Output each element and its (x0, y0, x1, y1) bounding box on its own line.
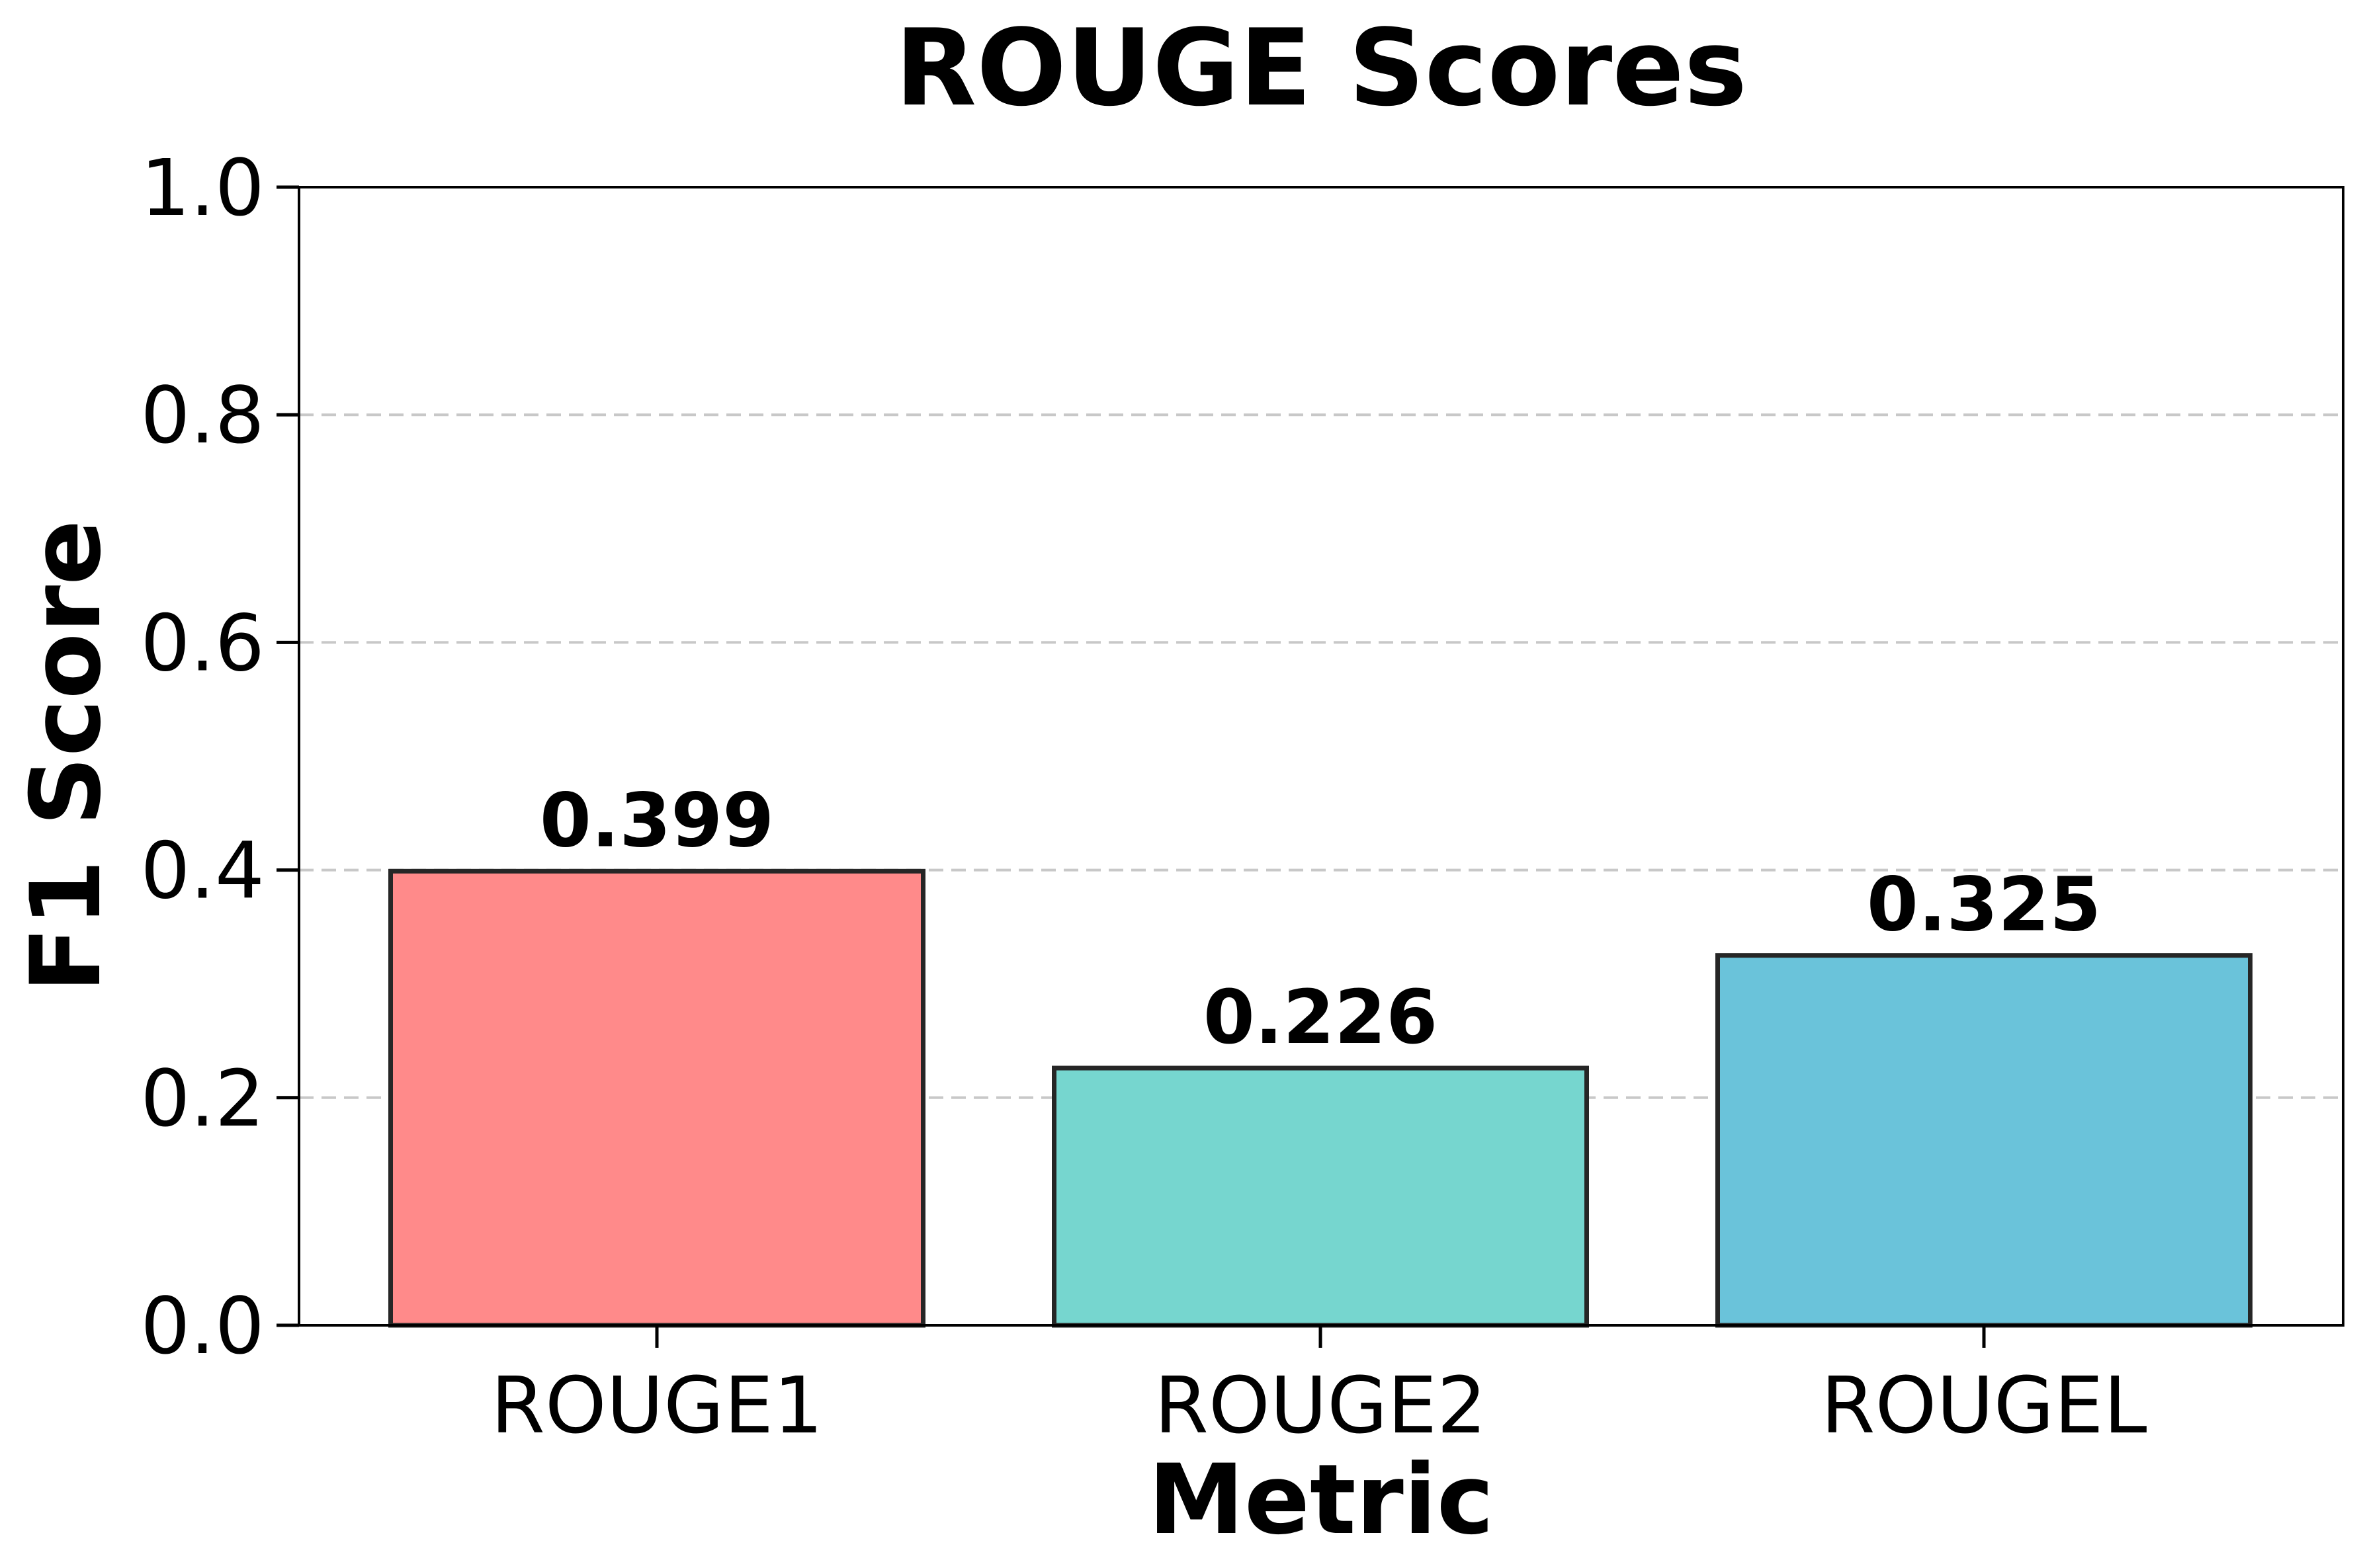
bar-rouge2 (1052, 1065, 1589, 1328)
y-tick-label: 0.2 (140, 1053, 265, 1144)
x-axis-ticks: ROUGE1 ROUGE2 ROUGEL (491, 1325, 2147, 1451)
bars (388, 868, 2253, 1328)
data-label: 0.325 (1867, 862, 2101, 948)
x-tick-label: ROUGE1 (491, 1360, 823, 1451)
chart-title: ROUGE Scores (895, 6, 1747, 130)
data-labels: 0.399 0.226 0.325 (540, 778, 2101, 1061)
y-axis-ticks: 0.0 0.2 0.4 0.6 0.8 1.0 (140, 142, 299, 1372)
x-tick-label: ROUGE2 (1154, 1360, 1486, 1451)
y-tick-label: 0.0 (140, 1280, 265, 1372)
data-label: 0.399 (540, 778, 774, 864)
y-tick-label: 1.0 (140, 142, 265, 233)
x-tick-label: ROUGEL (1821, 1360, 2147, 1451)
y-tick-label: 0.8 (140, 370, 265, 461)
x-axis-title: Metric (1148, 1444, 1494, 1556)
bar-rougel (1715, 953, 2253, 1328)
y-axis-title: F1 Score (10, 520, 122, 993)
y-tick-label: 0.4 (140, 825, 265, 917)
y-tick-label: 0.6 (140, 597, 265, 688)
bar-rouge1 (388, 868, 925, 1328)
data-label: 0.226 (1203, 975, 1438, 1061)
